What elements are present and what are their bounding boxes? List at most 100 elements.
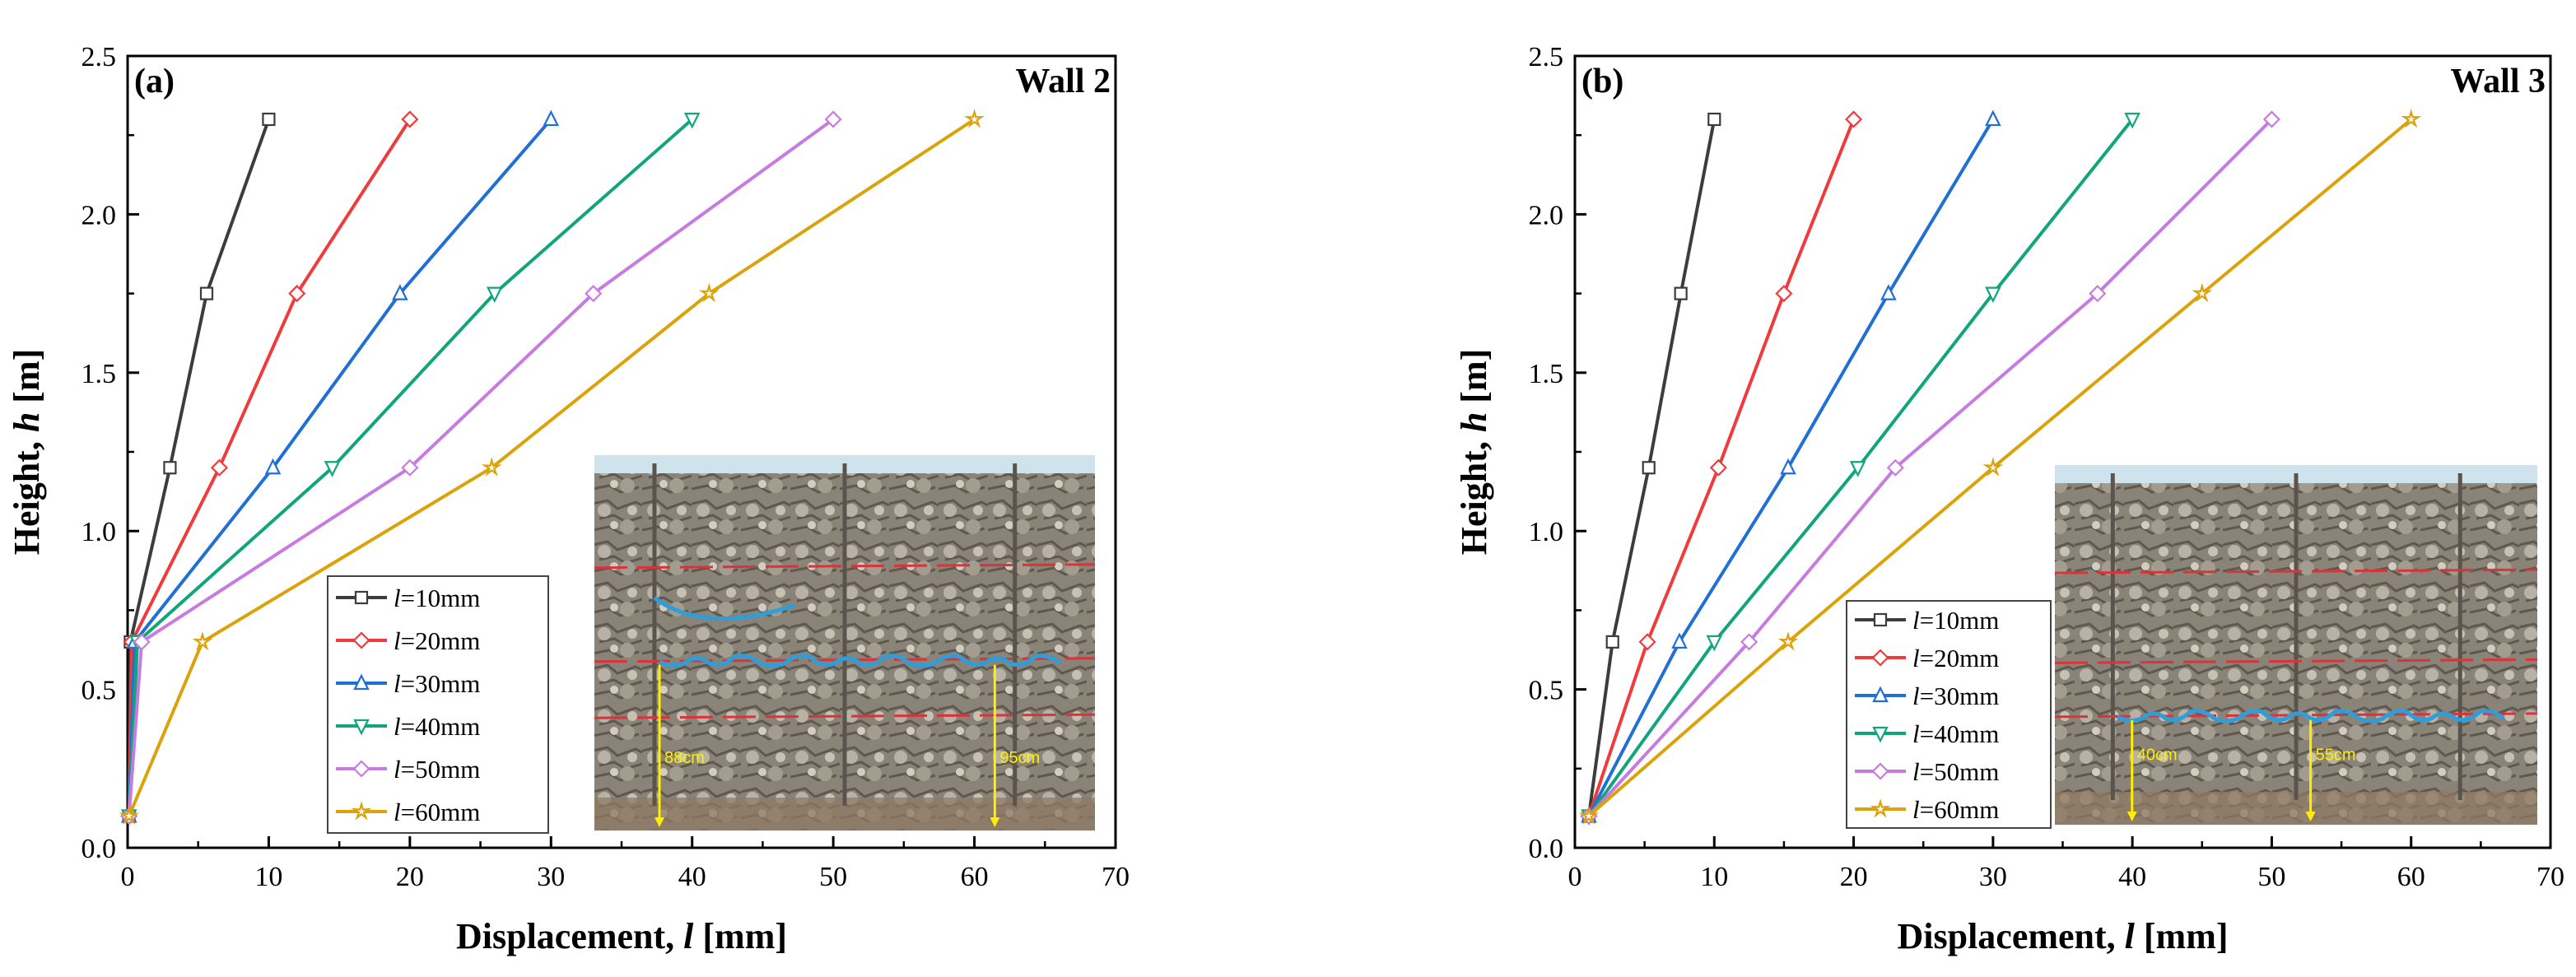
panel-b-xlabel-pre: Displacement, — [1897, 916, 2124, 956]
pB-series-point-4 — [1849, 461, 1866, 477]
panel-b-x-axis-title: Displacement, l [mm] — [1897, 916, 2228, 956]
pA-series-point-3 — [543, 109, 560, 127]
pB-series-point-2 — [1845, 110, 1863, 128]
pA-photo-red-line — [594, 563, 1096, 570]
pA-y-tick-label: 2.0 — [82, 200, 117, 230]
pA-legend-box — [327, 575, 549, 834]
pB-legend-entry: l=30mm — [1912, 682, 1999, 710]
pA-series-point-2 — [401, 110, 419, 128]
pA-legend-entry-var: l — [394, 755, 401, 784]
panel-b-ylabel-post: [m] — [1454, 349, 1494, 412]
pB-legend-swatch-marker — [1871, 649, 1889, 667]
pB-legend-swatch-marker — [1873, 612, 1888, 627]
pB-legend-entry-var: l — [1912, 719, 1920, 748]
pA-legend-entry-value: =60mm — [401, 798, 481, 826]
panel-a-ylabel-var: h — [7, 412, 47, 432]
pA-y-tick-label: 2.5 — [82, 42, 117, 72]
pB-legend-swatch-marker — [1872, 726, 1889, 743]
pA-series-point-4 — [683, 112, 701, 129]
panel-a-xlabel-post: [mm] — [693, 916, 787, 956]
pA-series-point-5 — [824, 110, 842, 128]
pA-x-tick-label: 20 — [396, 862, 424, 892]
pB-y-tick-label: 2.5 — [1529, 42, 1564, 72]
pB-legend-entry-var: l — [1912, 644, 1920, 672]
pA-x-tick-label: 30 — [537, 862, 565, 892]
panel-a-series — [119, 109, 985, 826]
pA-series-point-6 — [964, 109, 985, 128]
pB-series-point-6 — [1777, 630, 1799, 651]
pA-x-tick-label: 0 — [121, 862, 135, 892]
pA-legend-entry-value: =20mm — [401, 626, 481, 655]
pB-legend-entry-value: =10mm — [1920, 606, 2000, 635]
pB-legend-entry-var: l — [1912, 682, 1920, 710]
pA-legend-swatch-marker — [353, 719, 370, 736]
pA-legend-entry-var: l — [394, 712, 401, 741]
pA-series-point-5 — [585, 285, 603, 303]
pB-series-point-5 — [2262, 110, 2280, 128]
pB-legend-entry-value: =20mm — [1920, 644, 2000, 672]
pB-series-point-6 — [1578, 805, 1600, 826]
panel-a-ylabel-pre: Height, — [7, 432, 47, 555]
pB-photo-red-line — [2054, 658, 2538, 664]
panel-a-ticks: 0 10 20 30 40 50 60 70 0.0 0.5 1.0 1.5 2.0 2.5 — [82, 42, 1130, 892]
pB-legend-entry: l=40mm — [1912, 719, 1999, 748]
pA-legend-entry-value: =30mm — [401, 669, 481, 698]
pB-y-tick-label: 1.5 — [1529, 359, 1564, 389]
pB-series-point-2 — [1638, 633, 1656, 651]
pB-series-point-4 — [1706, 635, 1723, 652]
panel-b-ticks: 0 10 20 30 40 50 60 70 0.0 0.5 1.0 1.5 2.0 2.5 — [1529, 42, 2565, 892]
pB-legend-entry-value: =60mm — [1920, 795, 2000, 824]
pA-series-point-6 — [119, 805, 140, 826]
pA-legend-entry: l=50mm — [394, 755, 480, 784]
pA-photo-crack — [658, 654, 1061, 668]
pA-photo-red-line — [594, 713, 1096, 719]
pA-series-line-1 — [127, 119, 271, 816]
pB-x-tick-label: 20 — [1840, 862, 1868, 892]
pA-legend-entry-value: =10mm — [401, 584, 481, 612]
pA-photo-measure-arrow — [654, 817, 665, 827]
pB-photo-measure-arrow — [2305, 812, 2316, 821]
pA-legend-swatch-marker — [353, 673, 370, 691]
pB-photo-crack — [2116, 709, 2505, 723]
panel-a-wall-label: Wall 2 — [1015, 63, 1111, 100]
pB-legend-swatch-marker — [1870, 798, 1891, 818]
pB-series-point-1 — [1674, 286, 1688, 300]
pB-x-tick-label: 50 — [2257, 862, 2285, 892]
pB-legend-entry: l=20mm — [1912, 644, 1999, 672]
panel-a: 88cm 95cm 0 10 20 30 40 50 60 70 0.0 0.5 1.0 1.5 2.0 2… — [7, 42, 1130, 956]
panel-b-wall-label: Wall 3 — [2450, 63, 2546, 100]
pA-legend-entry-var: l — [394, 669, 401, 698]
pB-series-point-2 — [1709, 458, 1727, 477]
pA-series-point-1 — [199, 286, 214, 300]
pA-series-point-4 — [324, 461, 341, 477]
pA-series-point-6 — [481, 457, 502, 477]
pA-series-point-3 — [392, 284, 408, 300]
pB-legend-entry: l=50mm — [1912, 757, 1999, 786]
pA-x-tick-label: 70 — [1102, 862, 1130, 892]
pB-x-tick-label: 30 — [1979, 862, 2007, 892]
pB-series-point-3 — [1985, 109, 2001, 127]
pB-legend-entry: l=10mm — [1912, 606, 1999, 635]
pB-x-tick-label: 10 — [1700, 862, 1728, 892]
pA-legend-entry: l=10mm — [394, 584, 480, 612]
panel-a-inset-photo: 88cm 95cm — [594, 455, 1096, 830]
pA-photo-measure-arrow — [990, 817, 1000, 827]
pB-y-tick-label: 1.0 — [1529, 517, 1564, 547]
pA-legend-swatch-marker — [352, 631, 370, 649]
pB-series-point-5 — [2089, 285, 2107, 303]
pB-legend-box — [1846, 600, 2052, 829]
pB-series-point-4 — [1985, 286, 2001, 304]
pA-y-tick-label: 1.0 — [82, 517, 117, 547]
pB-series-point-3 — [1880, 284, 1897, 300]
pA-legend-swatch-marker — [354, 590, 369, 605]
pB-photo-measure-arrow — [2126, 812, 2137, 821]
pB-legend-entry-var: l — [1912, 757, 1920, 786]
pB-photo-measure-label: 55cm — [2316, 746, 2356, 764]
pA-legend-entry-var: l — [394, 798, 401, 826]
pB-legend-entry: l=60mm — [1912, 795, 1999, 824]
panel-b-label: (b) — [1581, 63, 1623, 100]
pB-series-point-3 — [1780, 458, 1796, 475]
pA-series-point-4 — [486, 286, 503, 304]
